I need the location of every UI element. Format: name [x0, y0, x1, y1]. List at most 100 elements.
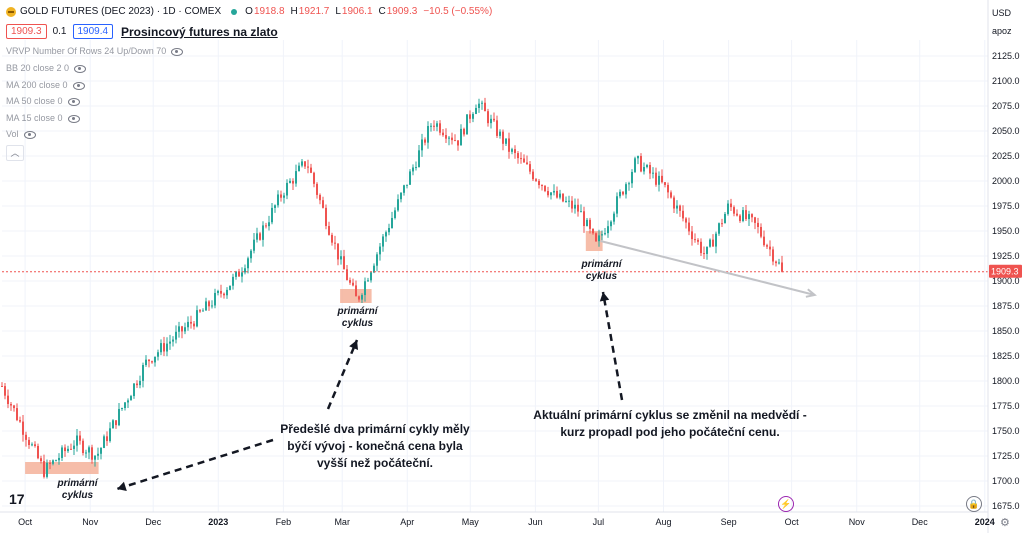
lock-icon[interactable]: 🔒 — [966, 496, 982, 512]
candle-body — [67, 448, 69, 452]
price-tick-label: 1950.0 — [992, 226, 1020, 236]
candle-body — [583, 211, 585, 227]
candle-body — [673, 197, 675, 209]
candle-body — [304, 161, 306, 167]
note-line: Předešlé dva primární cykly měly — [280, 422, 470, 436]
candle-body — [571, 200, 573, 209]
eye-icon[interactable] — [67, 97, 80, 106]
candle-body — [181, 326, 183, 332]
indicator-label: Vol — [6, 129, 19, 139]
symbol-title[interactable]: GOLD FUTURES (DEC 2023) · 1D · COMEX — [20, 6, 222, 17]
candle-body — [1, 386, 3, 387]
scale-mode[interactable]: apoz — [992, 26, 1012, 36]
candle-body — [286, 182, 288, 196]
candle-body — [544, 185, 546, 192]
candle-body — [694, 239, 696, 241]
price-tick-label: 1750.0 — [992, 426, 1020, 436]
buy-button[interactable]: 1909.4 — [72, 24, 114, 39]
candle-body — [499, 131, 501, 136]
candle-body — [349, 280, 351, 283]
candle-body — [106, 436, 108, 442]
primary-cycle-box — [585, 231, 603, 251]
candle-body — [535, 179, 537, 181]
tradingview-logo[interactable]: 17 — [9, 491, 25, 507]
candle-body — [40, 458, 42, 462]
candle-body — [448, 137, 450, 139]
candle-body — [184, 327, 186, 332]
eye-icon[interactable] — [23, 130, 36, 139]
candle-body — [523, 158, 525, 163]
price-tick-label: 1825.0 — [992, 351, 1020, 361]
candle-body — [199, 310, 201, 312]
time-tick-label: Sep — [721, 517, 737, 527]
chart-grid — [2, 40, 988, 512]
candle-body — [25, 434, 27, 440]
indicator-ma200[interactable]: MA 200 close 0 — [6, 80, 85, 90]
candle-body — [355, 285, 357, 297]
candle-body — [232, 276, 234, 286]
candle-body — [586, 219, 588, 227]
candle-body — [133, 383, 135, 397]
candlestick-series — [1, 97, 783, 479]
candle-body — [292, 180, 294, 184]
candle-body — [202, 310, 204, 312]
collapse-legend-icon[interactable]: ︿ — [6, 145, 24, 161]
indicator-ma15[interactable]: MA 15 close 0 — [6, 113, 80, 123]
candle-body — [718, 223, 720, 234]
candle-body — [142, 365, 144, 381]
price-tick-label: 1875.0 — [992, 301, 1020, 311]
time-tick-label: Aug — [655, 517, 671, 527]
candle-body — [676, 205, 678, 209]
sell-button[interactable]: 1909.3 — [6, 24, 47, 39]
indicator-ma50[interactable]: MA 50 close 0 — [6, 96, 80, 106]
candle-body — [94, 455, 96, 460]
lightning-icon[interactable]: ⚡ — [778, 496, 794, 512]
candle-body — [298, 165, 300, 172]
candle-body — [280, 194, 282, 198]
candle-body — [148, 359, 150, 362]
time-scale[interactable]: Oct Nov Dec 2023 Feb Mar Apr May Jun Jul Aug Sep Oct… — [0, 511, 995, 527]
candle-body — [439, 123, 441, 133]
candle-body — [634, 158, 636, 172]
trade-buttons: 1909.3 0.1 1909.4 — [6, 24, 114, 39]
gear-icon[interactable]: ⚙ — [1000, 517, 1010, 529]
eye-icon[interactable] — [171, 47, 184, 56]
price-tick-label: 2075.0 — [992, 101, 1020, 111]
candle-body — [271, 207, 273, 223]
candle-body — [49, 462, 51, 464]
candle-body — [295, 171, 297, 184]
candle-body — [568, 200, 570, 202]
candle-body — [574, 204, 576, 209]
eye-icon[interactable] — [74, 64, 87, 73]
candle-body — [268, 222, 270, 227]
arrow-to-cycle-1 — [116, 438, 274, 491]
price-tick-label: 2100.0 — [992, 76, 1020, 86]
candle-body — [601, 234, 603, 236]
candle-body — [472, 113, 474, 119]
eye-icon[interactable] — [72, 81, 85, 90]
arrow-to-cycle-3 — [601, 291, 624, 401]
time-tick-label: 2024 — [975, 517, 995, 527]
candle-body — [85, 452, 87, 454]
price-tick-label: 1850.0 — [992, 326, 1020, 336]
candle-body — [778, 262, 780, 264]
candle-body — [259, 233, 261, 240]
indicator-vol[interactable]: Vol — [6, 129, 36, 139]
candle-body — [493, 118, 495, 121]
candle-body — [742, 210, 744, 221]
candle-body — [505, 138, 507, 144]
candle-body — [16, 408, 18, 421]
indicator-vrvp[interactable]: VRVP Number Of Rows 24 Up/Down 70 — [6, 46, 184, 56]
candle-body — [97, 453, 99, 456]
currency-selector[interactable]: USD — [992, 8, 1012, 18]
price-scale[interactable]: 2125.0 2100.0 2075.0 2050.0 2025.0 2000.0 1975… — [987, 0, 1020, 533]
eye-icon[interactable] — [67, 114, 80, 123]
price-tick-label: 1900.0 — [992, 276, 1020, 286]
indicator-bb[interactable]: BB 20 close 2 0 — [6, 63, 87, 73]
symbol-legend[interactable]: GOLD FUTURES (DEC 2023) · 1D · COMEX O 19… — [6, 6, 492, 17]
candle-body — [724, 213, 726, 224]
candle-body — [373, 265, 375, 273]
candle-body — [646, 165, 648, 168]
candle-body — [247, 258, 249, 269]
